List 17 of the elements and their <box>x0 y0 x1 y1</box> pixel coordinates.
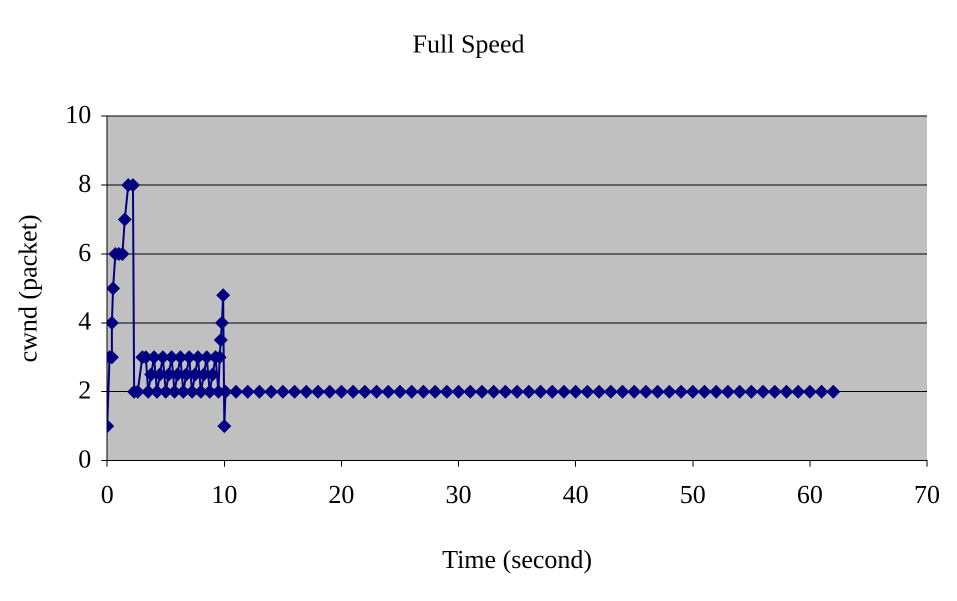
chart-title: Full Speed <box>412 29 524 58</box>
x-tick-label: 70 <box>914 480 940 510</box>
y-tick-label: 4 <box>78 306 92 336</box>
x-tick-label: 20 <box>328 480 354 510</box>
x-axis-title: Time (second) <box>442 545 592 574</box>
x-tick-label: 50 <box>680 480 706 510</box>
y-tick-label: 0 <box>78 444 92 474</box>
x-tick-label: 30 <box>446 480 472 510</box>
x-tick-label: 10 <box>211 480 238 510</box>
y-tick-label: 2 <box>78 376 92 405</box>
x-tick-label: 40 <box>562 480 589 510</box>
y-tick-label: 10 <box>65 100 92 130</box>
y-tick-label: 8 <box>78 168 92 198</box>
x-tick-label: 60 <box>796 480 823 510</box>
y-tick-label: 6 <box>78 238 92 267</box>
y-axis-title: cwnd (packet) <box>13 214 42 362</box>
x-tick-label: 0 <box>100 480 114 510</box>
